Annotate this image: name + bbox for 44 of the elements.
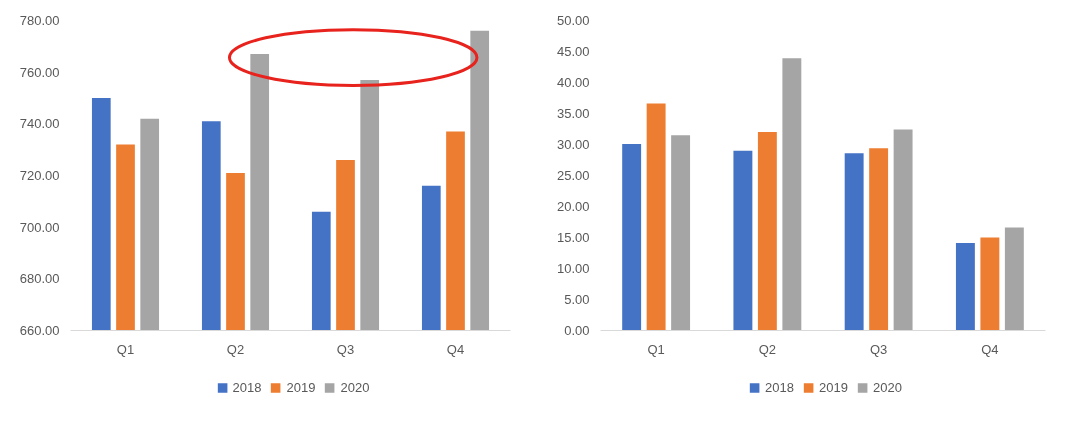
y-tick-label: 30.00 — [556, 137, 590, 152]
y-tick-label: 740.00 — [19, 116, 60, 132]
bar — [955, 243, 975, 331]
legend-label: 2019 — [819, 379, 848, 395]
y-tick-label: 680.00 — [19, 271, 60, 287]
y-tick-label: 45.00 — [556, 44, 590, 59]
bar — [1004, 227, 1024, 331]
bar — [869, 148, 889, 331]
y-tick-label: 700.00 — [19, 219, 60, 235]
y-tick-label: 50.00 — [556, 13, 590, 28]
x-tick-label: Q2 — [226, 341, 245, 357]
bar — [622, 143, 642, 331]
y-tick-label: 15.00 — [556, 230, 590, 245]
legend-label: 2020 — [340, 379, 370, 395]
x-tick-label: Q3 — [869, 341, 888, 357]
y-tick-label: 40.00 — [556, 75, 590, 90]
bar — [782, 58, 802, 331]
y-tick-label: 760.00 — [19, 64, 60, 80]
y-tick-label: 20.00 — [556, 199, 590, 214]
bar — [646, 103, 666, 331]
x-tick-label: Q2 — [758, 341, 777, 357]
y-tick-label: 660.00 — [19, 323, 60, 338]
y-tick-label: 35.00 — [556, 106, 590, 121]
bar — [980, 237, 1000, 331]
bar — [893, 129, 913, 331]
x-tick-label: Q1 — [647, 341, 665, 357]
y-tick-label: 780.00 — [19, 13, 60, 28]
x-tick-label: Q4 — [981, 341, 999, 357]
legend-label: 2018 — [232, 379, 262, 395]
x-tick-label: Q3 — [336, 341, 355, 357]
bar — [844, 153, 864, 331]
legend-label: 2020 — [872, 379, 902, 395]
legend-label: 2018 — [765, 379, 795, 395]
y-tick-label: 720.00 — [19, 168, 60, 183]
x-tick-label: Q1 — [116, 341, 135, 357]
y-tick-label: 0.00 — [564, 323, 590, 338]
y-tick-label: 5.00 — [564, 292, 590, 307]
bar — [671, 135, 691, 331]
legend-label: 2019 — [286, 379, 316, 395]
bar — [733, 150, 753, 331]
bar — [757, 132, 777, 331]
x-tick-label: Q4 — [446, 341, 465, 357]
y-tick-label: 25.00 — [556, 168, 590, 183]
y-tick-label: 10.00 — [556, 261, 590, 276]
